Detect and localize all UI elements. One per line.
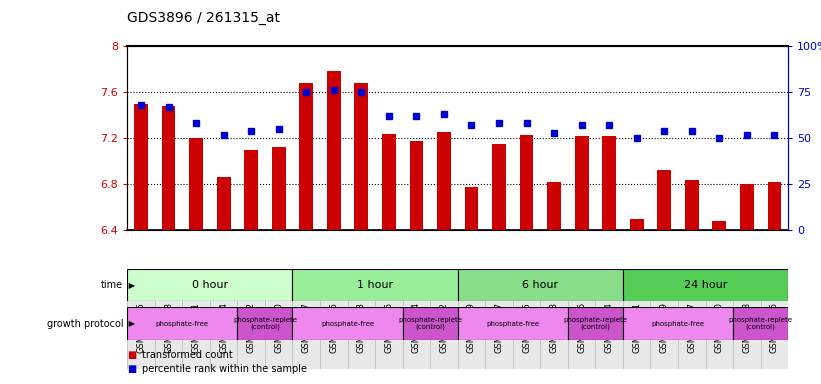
Bar [162, 106, 176, 230]
Bar [402, 307, 458, 340]
Text: GSM618331: GSM618331 [632, 302, 641, 353]
Bar [292, 307, 402, 340]
Bar [437, 132, 451, 230]
Bar [217, 177, 231, 230]
Text: GSM618342: GSM618342 [439, 302, 448, 353]
Text: phosphate-replete
(control): phosphate-replete (control) [398, 317, 462, 330]
Text: GSM618336: GSM618336 [577, 302, 586, 353]
Bar [623, 269, 788, 301]
Text: GSM618339: GSM618339 [660, 302, 669, 353]
Text: ▶: ▶ [126, 281, 135, 290]
Text: GSM618347: GSM618347 [687, 302, 696, 353]
Text: 6 hour: 6 hour [522, 280, 558, 290]
Text: GSM618326: GSM618326 [384, 302, 393, 353]
Text: transformed count: transformed count [142, 350, 233, 360]
Bar [713, 221, 727, 230]
Text: GSM618333: GSM618333 [164, 302, 173, 353]
Bar [768, 182, 782, 230]
Bar [740, 184, 754, 230]
Text: GSM618325: GSM618325 [136, 302, 145, 353]
Text: GSM618330: GSM618330 [715, 302, 724, 353]
Bar [630, 219, 644, 230]
Bar [623, 307, 733, 340]
Bar [410, 141, 424, 230]
Bar [658, 170, 671, 230]
Bar [520, 135, 534, 230]
Bar [272, 147, 286, 230]
Bar [355, 83, 368, 230]
Text: GSM618328: GSM618328 [549, 302, 558, 353]
Text: phosphate-free: phosphate-free [321, 321, 374, 326]
Bar [458, 269, 623, 301]
Text: GSM618341: GSM618341 [191, 302, 200, 353]
Text: GSM618344: GSM618344 [604, 302, 613, 353]
Bar [603, 136, 616, 230]
Text: phosphate-free: phosphate-free [651, 321, 704, 326]
Text: GSM618337: GSM618337 [494, 302, 503, 353]
Bar [492, 144, 506, 230]
Text: ■: ■ [127, 350, 136, 360]
Text: GSM618324: GSM618324 [219, 302, 228, 353]
Bar [237, 307, 292, 340]
Bar [189, 138, 203, 230]
Bar [568, 307, 623, 340]
Bar [733, 307, 788, 340]
Text: GSM618329: GSM618329 [467, 302, 476, 353]
Text: GDS3896 / 261315_at: GDS3896 / 261315_at [127, 11, 280, 25]
Bar [292, 269, 458, 301]
Text: growth protocol: growth protocol [47, 318, 123, 329]
Text: phosphate-replete
(control): phosphate-replete (control) [728, 317, 792, 330]
Text: GSM618332: GSM618332 [246, 302, 255, 353]
Text: time: time [101, 280, 123, 290]
Bar [458, 307, 568, 340]
Text: GSM618345: GSM618345 [522, 302, 531, 353]
Text: GSM618335: GSM618335 [329, 302, 338, 353]
Bar [134, 104, 148, 230]
Bar [327, 71, 341, 230]
Bar [127, 269, 292, 301]
Text: GSM618340: GSM618340 [274, 302, 283, 353]
Text: GSM618338: GSM618338 [742, 302, 751, 353]
Text: phosphate-replete
(control): phosphate-replete (control) [233, 317, 297, 330]
Text: 1 hour: 1 hour [357, 280, 393, 290]
Text: phosphate-replete
(control): phosphate-replete (control) [563, 317, 627, 330]
Bar [382, 134, 396, 230]
Text: ▶: ▶ [126, 319, 135, 328]
Bar [127, 307, 237, 340]
Text: percentile rank within the sample: percentile rank within the sample [142, 364, 307, 374]
Bar [300, 83, 313, 230]
Bar [548, 182, 561, 230]
Text: 24 hour: 24 hour [684, 280, 727, 290]
Bar [575, 136, 589, 230]
Bar [245, 150, 258, 230]
Text: GSM618343: GSM618343 [357, 302, 366, 353]
Bar [465, 187, 479, 230]
Text: phosphate-free: phosphate-free [486, 321, 539, 326]
Text: GSM618334: GSM618334 [412, 302, 421, 353]
Text: GSM618327: GSM618327 [302, 302, 311, 353]
Text: GSM618346: GSM618346 [770, 302, 779, 353]
Text: ■: ■ [127, 364, 136, 374]
Bar [685, 180, 699, 230]
Text: 0 hour: 0 hour [192, 280, 228, 290]
Text: phosphate-free: phosphate-free [156, 321, 209, 326]
